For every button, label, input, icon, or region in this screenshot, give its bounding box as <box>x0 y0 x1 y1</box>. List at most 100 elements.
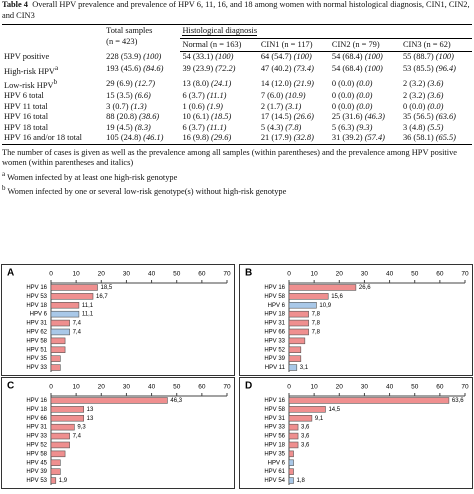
header-text: (n = 79) <box>352 39 380 49</box>
cell-percent: (100) <box>143 51 162 61</box>
cell-percent: (65.5) <box>435 133 456 143</box>
table-cell: 193 (45.6) (84.6) <box>104 63 180 77</box>
bar <box>50 319 70 327</box>
header-cell: Normal (n = 163) <box>180 38 259 52</box>
cell-percent: (38.6) <box>138 112 160 122</box>
bar <box>288 355 302 362</box>
header-cell: CIN3 (n = 62) <box>400 38 472 52</box>
value-label: 10,9 <box>319 303 331 309</box>
bar <box>50 477 57 484</box>
x-tick-label: 70 <box>461 271 469 278</box>
category-label: HPV 16 <box>264 285 285 291</box>
header-text: (n = 62) <box>423 39 451 49</box>
cell-percent: (0.0) <box>427 101 444 111</box>
panel-frame <box>239 264 473 376</box>
note-text: Women infected by one or several low-ris… <box>7 186 287 196</box>
table-cell: 88 (20.8) (38.6) <box>104 112 180 123</box>
x-tick-label: 50 <box>411 384 419 391</box>
cell-value: 1 (0.6) <box>182 101 205 111</box>
cell-percent: (11.1) <box>206 91 227 101</box>
bar <box>288 477 294 484</box>
category-label: HPV 31 <box>264 321 285 327</box>
header-cell: CIN2 (n = 79) <box>329 38 401 52</box>
cell-value: 2 (1.7) <box>260 101 284 111</box>
value-label: 1,8 <box>297 478 306 484</box>
cell-percent: (0.0) <box>356 78 373 88</box>
header-text: CIN2 <box>331 39 351 49</box>
category-label: HPV 6 <box>268 303 286 309</box>
bar <box>288 397 450 404</box>
header-text: Normal <box>182 39 209 49</box>
category-label: HPV 33 <box>264 425 285 431</box>
x-tick-label: 10 <box>311 384 319 391</box>
value-label: 3,1 <box>300 365 309 371</box>
table-row: HPV 16 and/or 18 total 105 (24.8) (46.1) 1… <box>2 133 472 145</box>
bar <box>50 355 61 362</box>
table-cell: 36 (58.1) (65.5) <box>400 133 472 145</box>
cell-value: 193 (45.6) <box>106 64 142 74</box>
x-tick-label: 60 <box>436 271 444 278</box>
cell-value: 54 (68.4) <box>331 52 363 61</box>
table-cell: 16 (9.8) (29.6) <box>180 133 259 145</box>
bar <box>288 346 302 353</box>
bar <box>50 406 84 413</box>
bar <box>288 328 309 336</box>
x-tick-label: 40 <box>148 384 156 391</box>
x-tick-label: 40 <box>148 271 156 278</box>
cell-percent: (73.4) <box>293 64 314 74</box>
x-tick-label: 30 <box>361 384 369 391</box>
value-label: 26,6 <box>359 285 371 291</box>
value-label: 63,6 <box>452 398 464 404</box>
category-label: HPV 11 <box>265 365 286 371</box>
cell-percent: (63.6) <box>435 112 456 122</box>
value-label: 46,3 <box>170 398 182 404</box>
label-text: HPV 16 total <box>4 112 49 122</box>
note-mark: b <box>2 183 6 192</box>
x-tick-label: 0 <box>49 384 53 391</box>
row-label: HPV 6 total <box>2 91 104 102</box>
table-cell: 6 (3.7) (11.1) <box>180 91 258 102</box>
cell-percent: (100) <box>215 52 234 61</box>
chart-panel: D 0 10 20 30 40 50 60 70 HPV 16 63,6 HPV 58 14,5 HPV … <box>239 377 473 489</box>
panel-frame <box>1 377 235 489</box>
value-label: 3,6 <box>301 434 310 440</box>
table-cell: 105 (24.8) (46.1) <box>104 133 181 145</box>
row-label: HPV 18 total <box>2 123 104 134</box>
value-label: 7,4 <box>73 434 82 440</box>
cell-percent: (100) <box>364 52 383 61</box>
table-cell: 0 (0.0) (0.0) <box>330 102 401 113</box>
row-label: High-risk HPVa <box>2 63 104 77</box>
panel-label: B <box>245 268 252 279</box>
cell-value: 0 (0.0) <box>331 101 355 111</box>
bar <box>288 293 329 300</box>
value-label: 3,6 <box>301 443 310 449</box>
cell-percent: (5.5) <box>427 122 444 132</box>
table-row: Low-risk HPVb 29 (6.9) (12.7) 13 (8.0) (24… <box>2 77 472 91</box>
label-text: HPV positive <box>4 51 50 61</box>
value-label: 15,6 <box>331 294 343 300</box>
category-label: HPV 58 <box>264 407 285 413</box>
cell-value: 2 (3.2) <box>402 78 426 88</box>
caption-text: Overall HPV prevalence and prevalence of… <box>2 0 470 20</box>
x-tick-label: 60 <box>198 384 206 391</box>
cell-value: 54 (33.1) <box>182 52 214 61</box>
x-tick-label: 30 <box>123 271 131 278</box>
table-cell: 54 (68.4) (100) <box>330 63 401 77</box>
cell-percent: (21.9) <box>293 78 314 88</box>
bar <box>288 364 298 371</box>
cell-percent: (100) <box>293 52 312 61</box>
cell-value: 64 (54.7) <box>260 52 292 61</box>
category-label: HPV 35 <box>264 451 285 457</box>
header-text: Total samples <box>106 26 153 35</box>
value-label: 16,7 <box>96 294 108 300</box>
category-label: HPV 33 <box>26 434 47 440</box>
table-cell: 2 (3.2) (3.6) <box>401 77 472 91</box>
bar <box>50 337 66 345</box>
cell-value: 2 (3.2) <box>402 91 426 101</box>
x-tick-label: 70 <box>461 384 469 391</box>
category-label: HPV 58 <box>264 294 285 300</box>
cell-value: 15 (3.5) <box>106 91 133 101</box>
bar <box>50 328 70 336</box>
row-label: HPV 16 and/or 18 total <box>2 133 105 145</box>
cell-value: 19 (4.5) <box>106 122 133 132</box>
